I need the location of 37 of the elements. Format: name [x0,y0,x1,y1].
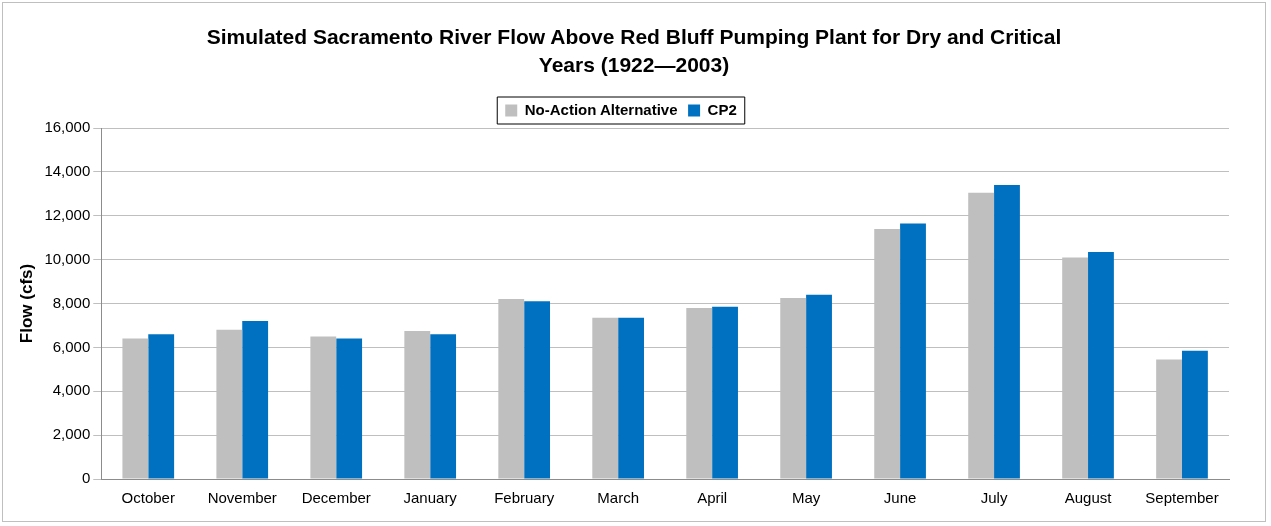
x-tick-label: February [494,489,555,507]
x-tick-label: March [597,489,639,507]
bar [712,306,738,479]
y-tick-label: 6,000 [52,337,91,355]
x-tick-label: October [121,489,175,507]
y-tick-label: 8,000 [52,293,91,311]
bar [148,334,175,479]
x-tick-label: September [1145,489,1219,507]
bar [618,317,644,479]
y-tick-label: 4,000 [52,381,91,399]
bar [806,294,832,479]
y-tick-label: 10,000 [44,249,91,267]
x-tick-label: July [980,489,1008,507]
bar [524,301,551,479]
bar [242,321,269,479]
x-tick-label: November [207,489,277,507]
bar [1088,251,1114,479]
y-tick-label: 2,000 [52,425,91,443]
bar [1182,350,1208,479]
chart-title: Simulated Sacramento River Flow Above Red Bluff Pumping Plant for Dry and Critical Years (1922—2003) [205,24,1063,78]
x-tick-label: January [403,489,458,507]
bar [900,223,926,479]
x-tick-label: June [883,489,917,507]
bar [430,334,457,479]
x-tick-label: April [697,489,728,507]
legend-label: CP2 [707,100,737,118]
y-tick-label: 16,000 [44,118,91,136]
y-tick-label: 12,000 [44,205,91,223]
legend-label: No-Action Alternative [524,100,678,118]
y-tick-label: 0 [81,469,91,487]
y-axis-title: Flow (cfs) [16,263,36,344]
y-tick-label: 14,000 [44,162,91,180]
x-tick-label: December [301,489,371,507]
bar [994,185,1020,479]
bar [336,338,363,479]
x-tick-label: May [791,489,821,507]
x-tick-label: August [1064,489,1113,507]
